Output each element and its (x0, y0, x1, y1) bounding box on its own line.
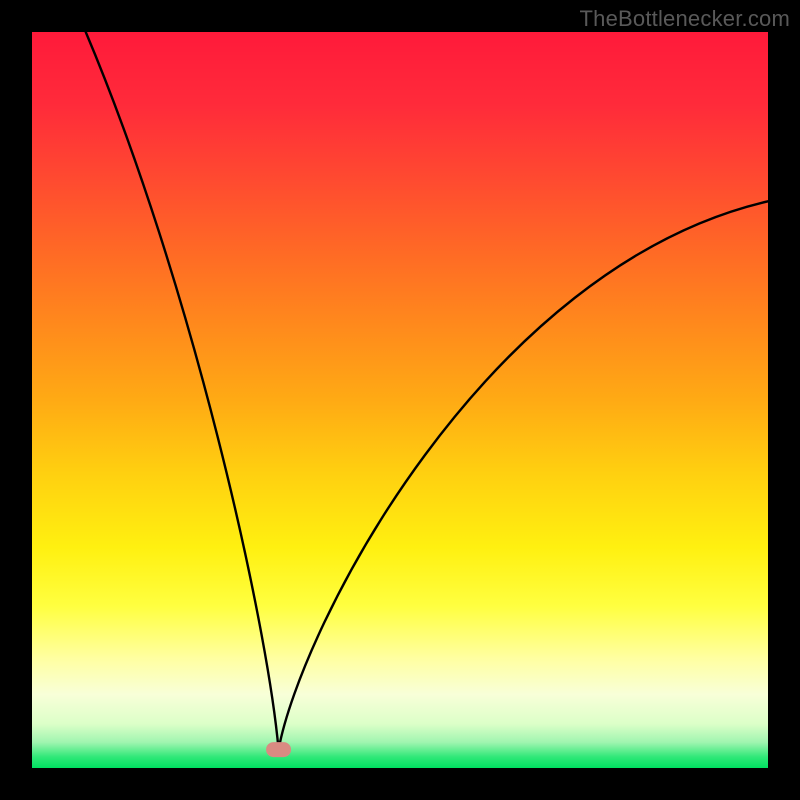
plot-background (32, 32, 768, 768)
watermark-text: TheBottlenecker.com (580, 6, 790, 32)
minimum-marker (267, 743, 291, 757)
bottleneck-chart (0, 0, 800, 800)
